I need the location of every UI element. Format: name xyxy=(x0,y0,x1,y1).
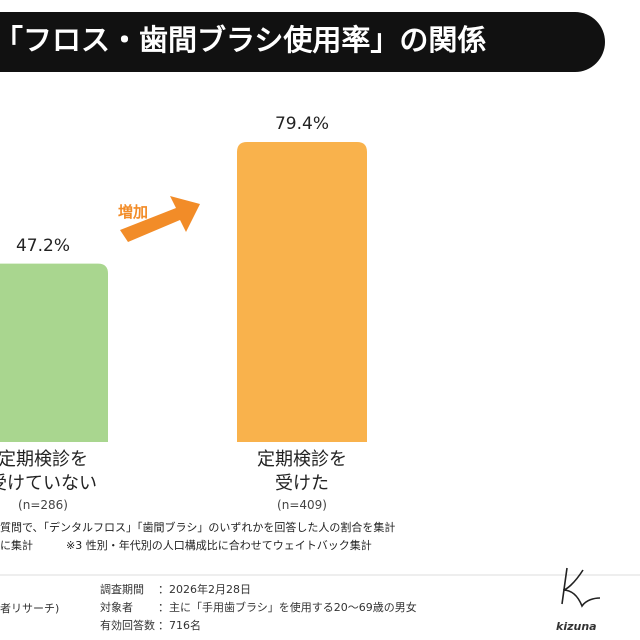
note: 質問で、「デンタルフロス」「歯間ブラシ」のいずれかを回答した人の割合を集計 xyxy=(0,521,396,534)
source: 者リサーチ) xyxy=(0,602,60,615)
footer-label: 調査期間 xyxy=(100,583,144,596)
value-label: 47.2% xyxy=(15,235,70,256)
annotation: 増加 xyxy=(118,203,149,221)
increase-arrow xyxy=(120,196,200,242)
footer-value: ：主に「手用歯ブラシ」を使用する20〜69歳の男女 xyxy=(158,601,417,614)
logo-mark xyxy=(561,567,601,608)
x-tick-label: 定期検診を 受けていない xyxy=(0,449,97,495)
sample-size: (n=409) xyxy=(277,498,327,512)
bar xyxy=(237,142,367,442)
footer-value: ：716名 xyxy=(158,619,201,632)
footer-value: ：2026年2月28日 xyxy=(158,583,251,596)
footer-label: 対象者 xyxy=(100,601,133,614)
bar xyxy=(0,263,108,442)
title-band xyxy=(0,12,605,72)
footer-label: 有効回答数 xyxy=(100,619,155,632)
x-tick-label: 定期検診を 受けた xyxy=(257,449,347,495)
note: に集計 ※3 性別・年代別の人口構成比に合わせてウェイトバック集計 xyxy=(0,539,372,552)
sample-size: (n=286) xyxy=(18,498,68,512)
chart-title: 「フロス・歯間ブラシ使用率」の関係 xyxy=(0,23,487,57)
value-label: 79.4% xyxy=(274,114,329,134)
logo: kizuna xyxy=(556,620,597,633)
